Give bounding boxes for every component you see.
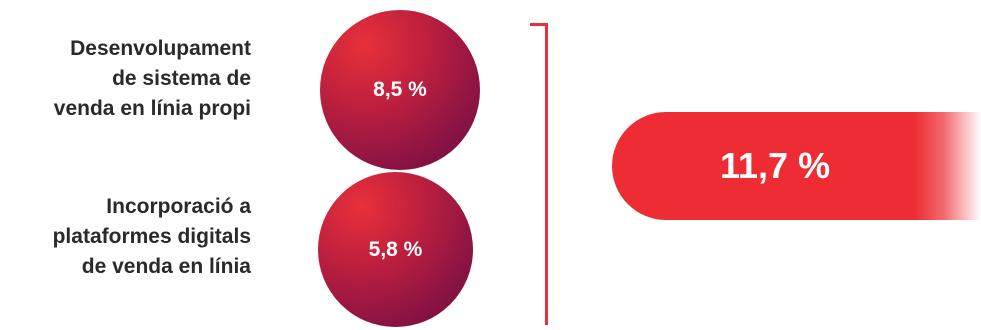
value-bubble-own-online-sales: 8,5 %	[320, 10, 480, 170]
label-line: Desenvolupament	[70, 37, 251, 60]
total-value-label: 11,7 %	[720, 145, 831, 186]
label-line: plataformes digitals	[52, 225, 251, 248]
label-line: de sistema de	[112, 67, 251, 90]
item-label-digital-platforms: Incorporació a plataformes digitals de v…	[0, 192, 251, 282]
total-pill: 11,7 %	[612, 112, 981, 220]
label-line: de venda en línia	[81, 255, 251, 278]
label-line: Incorporació a	[106, 195, 251, 218]
grouping-bracket	[530, 23, 548, 325]
bubble-value-label: 5,8 %	[368, 237, 423, 261]
label-line: venda en línia propi	[53, 97, 251, 120]
bubble-value-label: 8,5 %	[373, 78, 427, 101]
value-bubble-digital-platforms: 5,8 %	[318, 172, 473, 327]
item-label-own-online-sales: Desenvolupament de sistema de venda en l…	[0, 34, 251, 124]
